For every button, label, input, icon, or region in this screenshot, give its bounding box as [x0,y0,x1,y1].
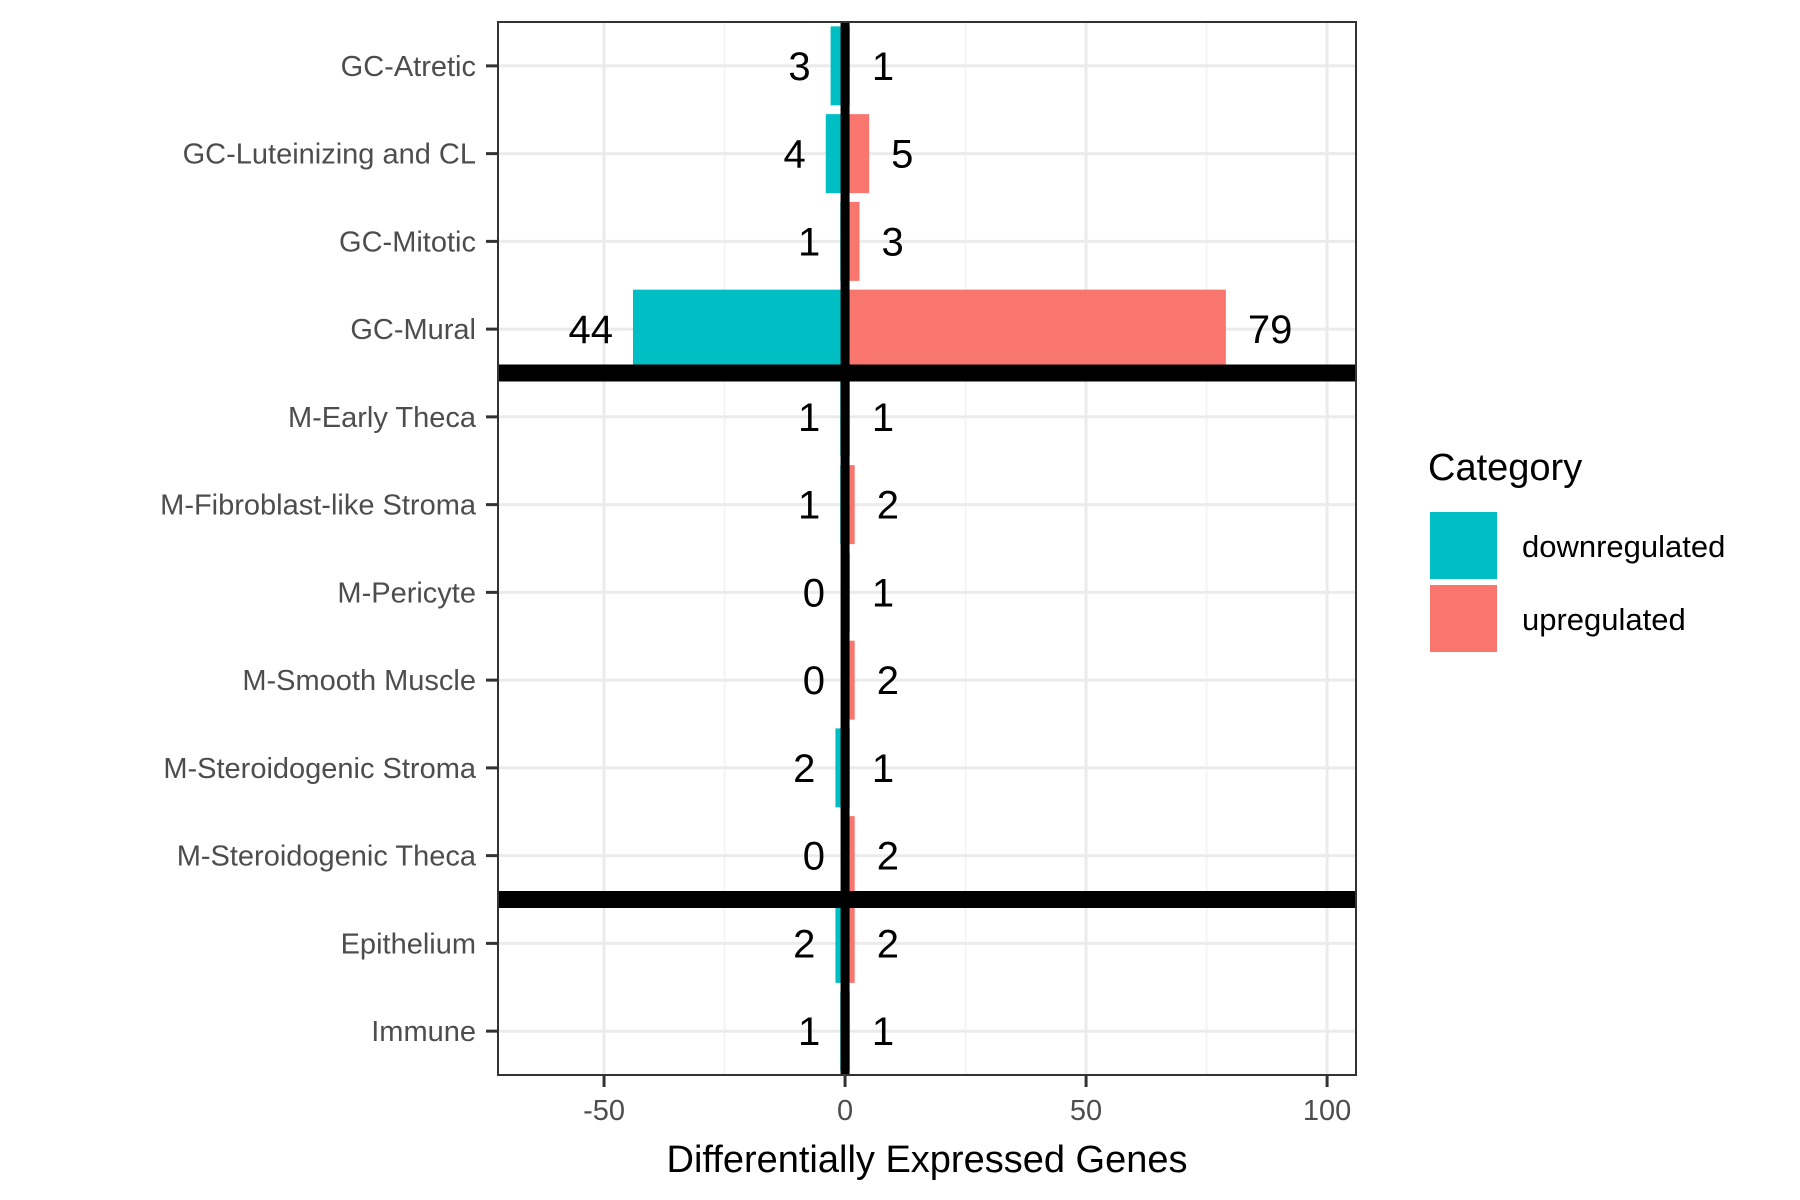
x-tick-label: 100 [1303,1095,1351,1127]
y-tick-label: GC-Atretic [341,51,476,83]
bar-label-upregulated: 2 [877,659,899,703]
bar-label-upregulated: 2 [877,922,899,966]
bar-labels: 3 1 4 5 1 3 44 79 1 1 1 2 0 1 0 2 2 1 0 2 2 2 1 1 [568,45,1292,1054]
bars [632,26,1226,1071]
bar-label-upregulated: 79 [1248,308,1293,352]
bar-label-upregulated: 1 [872,45,894,89]
bar-label-downregulated: 1 [798,396,820,440]
y-tick-label: M-Steroidogenic Stroma [163,753,477,785]
legend-title: Category [1428,447,1582,489]
bar-label-upregulated: 1 [872,747,894,791]
y-tick-label: M-Fibroblast-like Stroma [160,490,477,522]
x-axis-title: Differentially Expressed Genes [667,1139,1188,1181]
y-tick-label: M-Early Theca [288,402,477,434]
bar-label-upregulated: 1 [872,396,894,440]
bar-label-downregulated: 0 [803,659,825,703]
bar-label-downregulated: 1 [798,220,820,264]
bar-label-downregulated: 3 [788,45,810,89]
y-tick-label: Immune [371,1016,476,1048]
bar-label-downregulated: 2 [793,922,815,966]
y-tick-label: M-Pericyte [337,577,476,609]
bar-upregulated [845,640,855,720]
bar-downregulated [835,903,846,983]
bar-label-downregulated: 1 [798,484,820,528]
bar-downregulated [835,728,846,808]
y-tick-label: M-Smooth Muscle [242,665,476,697]
bar-label-downregulated: 4 [784,133,806,177]
bar-label-downregulated: 1 [798,1010,820,1054]
bar-label-downregulated: 0 [803,835,825,879]
y-tick-label: Epithelium [341,928,476,960]
bar-label-upregulated: 5 [891,133,913,177]
grid-lines [498,22,1356,1075]
panel-border [497,21,1357,1076]
bar-downregulated [632,289,846,369]
bar-upregulated [845,903,855,983]
bar-label-upregulated: 1 [872,1010,894,1054]
x-tick-label: 50 [1070,1095,1102,1127]
bar-label-downregulated: 44 [568,308,613,352]
x-axis: -50 0 50 100 [583,1075,1351,1127]
bar-upregulated [845,816,855,896]
x-tick-label: -50 [583,1095,625,1127]
bar-upregulated [845,289,1226,369]
bar-upregulated [845,465,855,545]
legend-key-downregulated [1430,512,1497,579]
legend-label-downregulated: downregulated [1522,529,1725,564]
bar-label-upregulated: 2 [877,484,899,528]
y-axis: GC-Atretic GC-Luteinizing and CL GC-Mitoti… [160,51,498,1048]
bar-label-downregulated: 2 [793,747,815,791]
bar-downregulated [825,114,846,194]
legend: Category downregulated upregulated [1428,447,1725,652]
y-tick-label: GC-Luteinizing and CL [183,139,476,171]
bar-label-downregulated: 0 [803,571,825,615]
legend-key-upregulated [1430,585,1497,652]
reference-lines [498,22,1356,1075]
x-tick-label: 0 [837,1095,853,1127]
bar-label-upregulated: 3 [882,220,904,264]
y-tick-label: GC-Mural [350,314,476,346]
bar-label-upregulated: 2 [877,835,899,879]
bar-label-upregulated: 1 [872,571,894,615]
y-tick-label: GC-Mitotic [339,226,476,258]
legend-label-upregulated: upregulated [1522,602,1686,637]
y-tick-label: M-Steroidogenic Theca [177,841,477,873]
